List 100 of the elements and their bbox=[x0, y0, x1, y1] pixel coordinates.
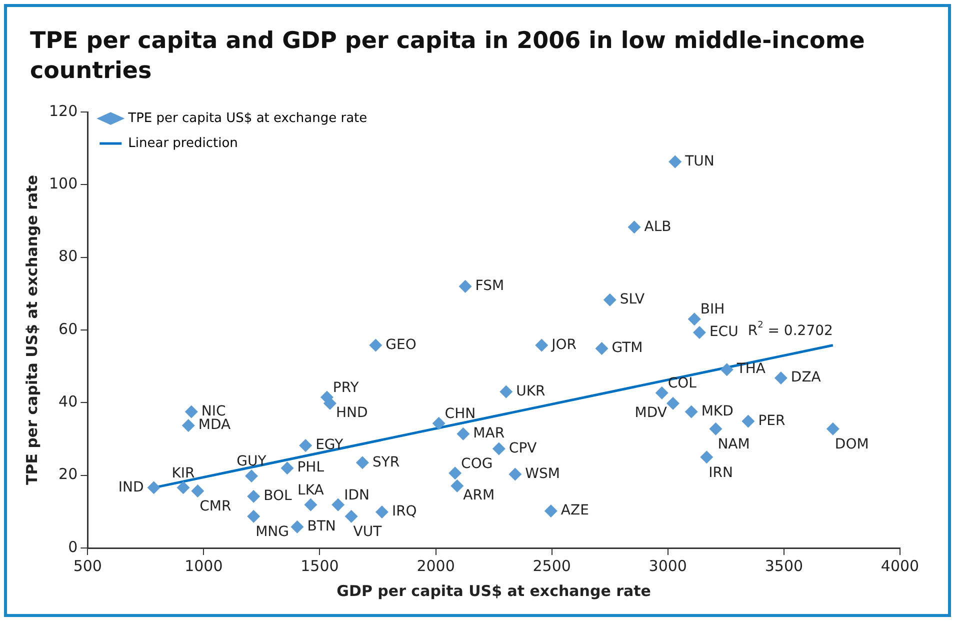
annotation: BTN bbox=[307, 518, 336, 535]
annotation: NIC bbox=[201, 403, 226, 420]
annotation: SYR bbox=[372, 454, 400, 470]
point bbox=[458, 280, 472, 293]
point bbox=[450, 479, 464, 492]
point bbox=[332, 498, 345, 512]
annotation: GEO bbox=[386, 336, 416, 353]
point bbox=[720, 363, 734, 376]
annotation: MNG bbox=[256, 524, 289, 540]
point bbox=[655, 386, 668, 400]
point bbox=[184, 405, 198, 418]
point bbox=[290, 520, 304, 534]
annotation: AZE bbox=[560, 502, 589, 519]
point bbox=[375, 506, 388, 519]
annotation: DZA bbox=[790, 370, 822, 386]
annotation: LKA bbox=[298, 482, 324, 498]
point bbox=[508, 468, 522, 481]
annotation: BOL bbox=[264, 488, 292, 504]
annotation: DOM bbox=[834, 436, 869, 452]
legend-label: Linear prediction bbox=[128, 136, 238, 151]
point bbox=[603, 293, 616, 306]
annotation: VUT bbox=[353, 524, 382, 540]
annotation: CPV bbox=[508, 440, 538, 456]
y-tick-label: 60 bbox=[58, 320, 78, 338]
point bbox=[500, 385, 513, 398]
point bbox=[147, 481, 160, 494]
point bbox=[280, 462, 294, 475]
point bbox=[742, 414, 755, 428]
point bbox=[668, 155, 682, 168]
point bbox=[244, 470, 258, 483]
annotation: ECU bbox=[709, 324, 738, 340]
annotation: GUY bbox=[236, 454, 267, 470]
annotation: ALB bbox=[644, 218, 672, 235]
point bbox=[688, 312, 701, 326]
point bbox=[369, 338, 382, 352]
point bbox=[666, 396, 680, 410]
annotation: WSM bbox=[525, 466, 560, 482]
point bbox=[247, 510, 260, 523]
y-tick-label: 120 bbox=[48, 102, 78, 120]
annotation: ARM bbox=[463, 488, 495, 504]
point bbox=[826, 422, 840, 436]
point bbox=[356, 456, 369, 470]
y-tick-label: 100 bbox=[48, 174, 78, 193]
legend-label: TPE per capita US$ at exchange rate bbox=[127, 110, 368, 126]
point bbox=[182, 419, 195, 432]
x-axis-title: GDP per capita US$ at exchange rate bbox=[336, 582, 651, 600]
point bbox=[709, 422, 722, 436]
point bbox=[628, 220, 641, 234]
point bbox=[247, 490, 260, 503]
annotation: THA bbox=[736, 361, 766, 378]
annotation: IND bbox=[118, 479, 144, 496]
annotation: COL bbox=[668, 375, 697, 392]
point bbox=[700, 450, 714, 464]
annotation: PHL bbox=[297, 460, 324, 476]
point bbox=[191, 484, 204, 498]
point bbox=[535, 338, 548, 352]
point bbox=[344, 510, 358, 523]
annotation: BIH bbox=[700, 302, 725, 318]
point bbox=[432, 416, 446, 430]
annotation: IRQ bbox=[392, 504, 417, 520]
annotation: MDV bbox=[634, 405, 668, 422]
annotation: KIR bbox=[172, 465, 196, 482]
point bbox=[456, 427, 470, 440]
y-tick-label: 20 bbox=[58, 465, 78, 484]
point bbox=[448, 466, 462, 480]
y-tick-label: 0 bbox=[68, 538, 78, 556]
annotation: NAM bbox=[718, 436, 750, 452]
y-axis-title: TPE per capita US$ at exchange rate bbox=[22, 174, 41, 486]
point bbox=[323, 396, 336, 410]
annotation: JOR bbox=[550, 336, 577, 353]
point bbox=[492, 442, 506, 456]
point bbox=[304, 498, 318, 512]
y-tick-label: 80 bbox=[58, 247, 78, 266]
x-tick-label: 1500 bbox=[300, 556, 339, 575]
x-tick-label: 3000 bbox=[648, 556, 687, 575]
annotation: IRN bbox=[708, 464, 733, 481]
annotation: MAR bbox=[473, 426, 505, 442]
annotation: SLV bbox=[620, 291, 646, 308]
point bbox=[544, 504, 558, 518]
annotation: PRY bbox=[332, 380, 360, 396]
annotation: GTM bbox=[612, 340, 643, 356]
annotation: FSM bbox=[475, 278, 504, 294]
x-tick-label: 3500 bbox=[764, 556, 804, 575]
annotation: MDA bbox=[198, 417, 231, 434]
point bbox=[692, 326, 706, 340]
y-tick-label: 40 bbox=[58, 392, 78, 411]
x-tick-label: 4000 bbox=[880, 556, 920, 575]
annotation: HND bbox=[336, 405, 368, 422]
x-tick-label: 2500 bbox=[532, 556, 571, 575]
point bbox=[299, 439, 312, 452]
annotation: CHN bbox=[444, 406, 476, 422]
point bbox=[684, 405, 698, 418]
x-tick-label: 2000 bbox=[416, 556, 455, 575]
annotation: COG bbox=[461, 456, 493, 472]
annotation: EGY bbox=[316, 437, 344, 454]
point bbox=[176, 481, 190, 494]
x-tick-label: 1000 bbox=[184, 556, 223, 575]
chart-title: TPE per capita and GDP per capita in 2006 in low middle-income countries bbox=[30, 27, 866, 86]
annotation: TUN bbox=[684, 153, 714, 170]
annotation: UKR bbox=[516, 383, 546, 400]
